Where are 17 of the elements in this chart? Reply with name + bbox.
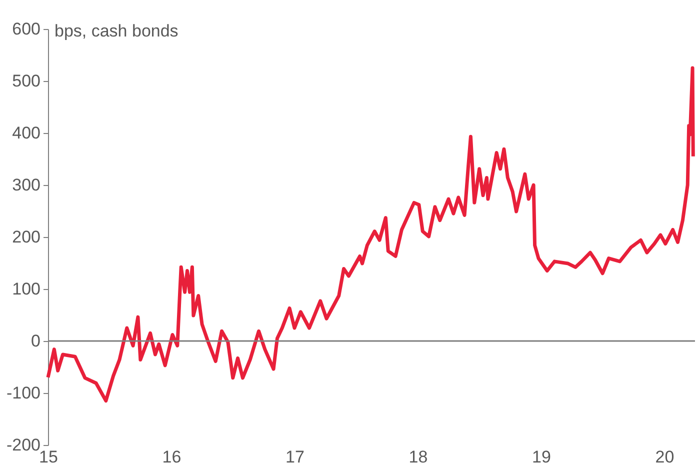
y-tick-label: 200 bbox=[12, 228, 40, 246]
x-tick-label: 19 bbox=[532, 448, 551, 466]
line-series bbox=[46, 66, 695, 403]
y-tick-label: -200 bbox=[6, 436, 40, 454]
y-tick-label: -100 bbox=[6, 384, 40, 402]
y-tick-label: 100 bbox=[12, 280, 40, 298]
x-tick-label: 18 bbox=[408, 448, 428, 466]
y-tick-label: 300 bbox=[12, 176, 40, 194]
x-tick-label: 20 bbox=[655, 448, 674, 466]
y-tick-label: 600 bbox=[12, 20, 40, 38]
x-tick-label: 15 bbox=[39, 448, 58, 466]
y-tick-label: 0 bbox=[31, 332, 40, 350]
x-tick-label: 16 bbox=[162, 448, 182, 466]
y-tick-label: 500 bbox=[12, 72, 40, 90]
y-tick-label: 400 bbox=[12, 124, 40, 142]
x-tick-label: 17 bbox=[286, 448, 304, 466]
y-axis-title: bps, cash bonds bbox=[54, 22, 178, 40]
